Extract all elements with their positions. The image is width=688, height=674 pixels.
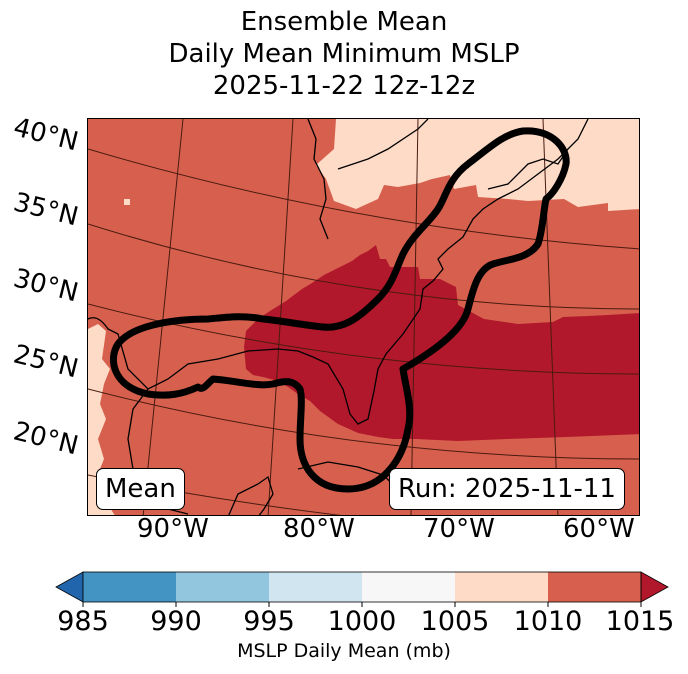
lon-label-70w: 70°W [423,514,495,544]
lon-label-60w: 60°W [563,514,635,544]
colorbar-tick-1000: 1000 [327,606,397,637]
graticule-lat-30 [88,223,639,310]
fill-1005-1010-west [88,324,115,515]
colorbar-bin-1010-1015 [548,572,641,602]
lat-label-35n: 35°N [10,187,82,233]
title-line-2: Daily Mean Minimum MSLP [168,39,520,69]
contour-ensemble-mean [109,127,570,493]
lat-label-20n: 20°N [10,416,82,462]
lon-label-90w: 90°W [137,514,209,544]
colorbar-tick-1005: 1005 [420,606,490,637]
colorbar-bin-990-995 [176,572,269,602]
colorbar-extend-under [55,571,84,603]
colorbar-tick-990: 990 [150,606,202,637]
colorbar-bin-1000-1005 [362,572,455,602]
coastline-lake-michigan [307,119,329,240]
lat-label-25n: 25°N [10,339,82,385]
fill-1005-1010-dot [124,199,130,205]
colorbar-tick-995: 995 [243,606,295,637]
colorbar-tick-1015: 1015 [605,606,675,637]
run-date-box: Run: 2025-11-11 [389,468,625,510]
title-line-1: Ensemble Mean [240,7,448,37]
colorbar-tick-1010: 1010 [513,606,583,637]
colorbar-bin-1005-1010 [455,572,548,602]
colorbar-label: MSLP Daily Mean (mb) [237,640,451,662]
lat-label-40n: 40°N [10,112,82,158]
title-line-3: 2025-11-22 12z-12z [212,71,476,101]
coastline-us-east-gulf [88,119,589,425]
graticule-lat-35 [88,148,639,250]
colorbar-bin-995-1000 [269,572,362,602]
map-panel: Mean Run: 2025-11-11 [87,118,640,516]
coastline-nova-scotia [487,148,569,190]
coastline-yucatan [228,475,274,515]
coastlines [88,119,589,515]
coastline-cuba [297,461,399,490]
lat-label-30n: 30°N [10,263,82,309]
colorbar-tick-985: 985 [57,606,109,637]
lon-label-80w: 80°W [283,514,355,544]
coastline-st-lawrence [337,119,429,170]
graticule-lon-90 [142,119,184,515]
graticule-lon-60 [542,119,559,515]
colorbar-extend-over [640,571,669,603]
colorbar [55,571,669,607]
map-svg [88,119,639,515]
mean-label-box: Mean [96,468,185,510]
graticule-lat-20 [88,388,639,460]
colorbar-bin-985-990 [83,572,176,602]
